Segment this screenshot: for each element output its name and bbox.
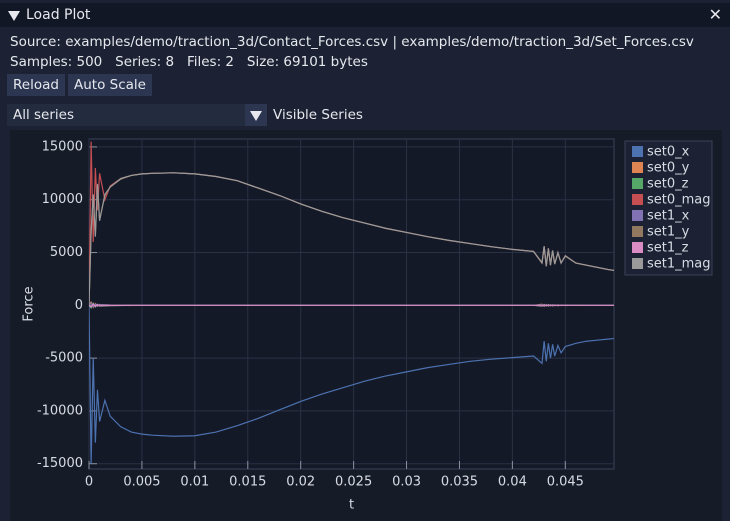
legend-label: set1_y [647, 225, 690, 240]
x-tick-label: 0 [85, 475, 93, 490]
series-line [89, 172, 614, 306]
x-tick-label: 0.04 [498, 475, 527, 490]
y-tick-label: 10000 [42, 192, 83, 207]
y-tick-label: 15000 [42, 139, 83, 154]
x-tick-label: 0.02 [286, 475, 315, 490]
legend-swatch [632, 162, 643, 173]
y-tick-label: -10000 [37, 403, 83, 418]
legend-swatch [632, 194, 643, 205]
legend-swatch [632, 146, 643, 157]
legend-swatch [632, 258, 643, 269]
legend-swatch [632, 210, 643, 221]
legend-swatch [632, 226, 643, 237]
x-tick-label: 0.015 [229, 475, 266, 490]
legend-label: set0_x [647, 145, 690, 160]
legend-swatch [632, 178, 643, 189]
y-tick-label: 5000 [50, 245, 83, 260]
auto-scale-button[interactable]: Auto Scale [68, 74, 152, 96]
title-bar: Load Plot ✕ [0, 3, 730, 27]
close-button[interactable]: ✕ [708, 5, 722, 24]
x-tick-label: 0.035 [441, 475, 478, 490]
legend-label: set0_z [647, 177, 689, 192]
x-tick-label: 0.025 [335, 475, 372, 490]
legend-label: set1_z [647, 241, 689, 256]
series-line [89, 303, 614, 308]
legend-swatch [632, 242, 643, 253]
y-tick-label: -15000 [37, 456, 83, 471]
combo-value: All series [13, 107, 75, 123]
legend-label: set1_mag [647, 257, 711, 272]
series-combo[interactable]: All series [7, 104, 267, 126]
x-tick-label: 0.03 [392, 475, 421, 490]
y-tick-label: 0 [75, 298, 83, 313]
x-tick-label: 0.005 [123, 475, 160, 490]
stats-text: Samples: 500 Series: 8 Files: 2 Size: 69… [10, 54, 368, 70]
legend-label: set1_x [647, 209, 690, 224]
y-tick-label: -5000 [45, 351, 83, 366]
y-axis-label: Force [22, 286, 37, 321]
window-title: Load Plot [26, 7, 91, 23]
legend-label: set0_y [647, 161, 690, 176]
source-text: Source: examples/demo/traction_3d/Contac… [10, 34, 694, 50]
series-line [89, 305, 614, 464]
legend-label: set0_mag [647, 193, 711, 208]
plot-area [88, 138, 615, 470]
reload-button[interactable]: Reload [7, 74, 65, 96]
collapse-arrow[interactable] [8, 11, 20, 21]
visible-label: Visible Series [273, 107, 363, 123]
x-axis-label: t [349, 498, 354, 513]
x-tick-label: 0.045 [547, 475, 584, 490]
x-tick-label: 0.01 [180, 475, 209, 490]
